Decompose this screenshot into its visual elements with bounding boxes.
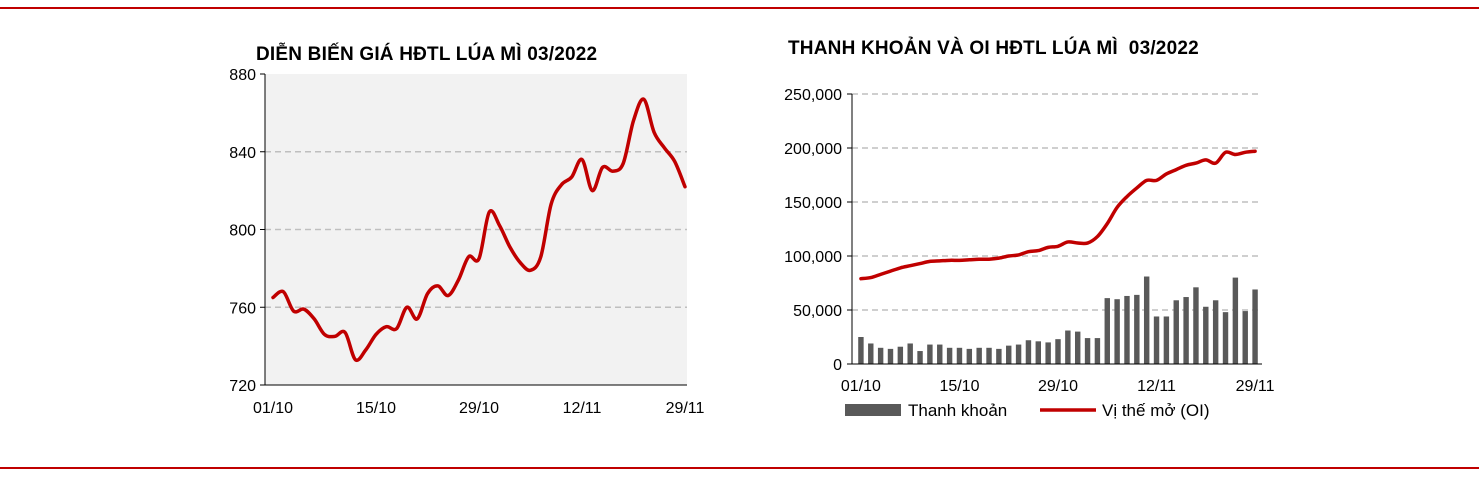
liquidity-bar xyxy=(927,344,933,364)
liquidity-bar xyxy=(858,337,864,364)
price-series-line xyxy=(271,97,687,363)
liquidity-chart-title: THANH KHOẢN VÀ OI HĐTL LÚA MÌ 03/2022 xyxy=(788,38,1199,59)
y-tick-label: 880 xyxy=(229,67,256,84)
liquidity-bar xyxy=(1104,298,1110,364)
liquidity-bar xyxy=(1025,340,1032,364)
x-tick-label: 15/10 xyxy=(939,378,979,395)
x-tick-label: 15/10 xyxy=(356,400,396,417)
x-tick-label: 12/11 xyxy=(1137,378,1176,395)
oi-series-line xyxy=(859,149,1257,281)
legend-swatch-liquidity xyxy=(845,404,901,416)
legend-label-liquidity: Thanh khoản xyxy=(908,401,1007,420)
y-tick-label: 720 xyxy=(229,378,256,395)
top-rule xyxy=(0,7,1479,9)
liquidity-bar xyxy=(1193,287,1199,364)
x-tick-label: 12/11 xyxy=(563,400,602,417)
x-tick-label: 01/10 xyxy=(841,378,881,395)
liquidity-bar xyxy=(966,348,973,364)
bottom-rule xyxy=(0,467,1479,469)
liquidity-bar xyxy=(1242,311,1248,364)
x-tick-label: 29/10 xyxy=(1038,378,1078,395)
y-tick-label: 840 xyxy=(229,145,256,162)
x-tick-label: 29/10 xyxy=(459,400,499,417)
liquidity-bar xyxy=(1183,297,1189,364)
price-chart: 720 760 800 840 880 01/10 15/10 29/10 12/11 29/11 xyxy=(229,67,705,417)
liquidity-bar xyxy=(1065,330,1071,364)
x-tick-label: 29/11 xyxy=(666,400,705,417)
liquidity-bar xyxy=(1134,294,1140,364)
liquidity-bar xyxy=(887,348,894,364)
liquidity-bar xyxy=(868,343,874,364)
liquidity-bar xyxy=(1114,299,1120,364)
liquidity-bar xyxy=(946,347,953,364)
legend-label-oi: Vị thế mở (OI) xyxy=(1102,401,1210,420)
liquidity-bar xyxy=(1163,316,1170,364)
legend: Thanh khoản Vị thế mở (OI) xyxy=(845,401,1210,420)
liquidity-bar xyxy=(1006,345,1012,364)
liquidity-bar xyxy=(1232,277,1239,364)
liquidity-oi-chart: 0 50,000 100,000 150,000 200,000 250,000 01/10… xyxy=(784,87,1275,420)
liquidity-bar xyxy=(1094,338,1101,364)
x-tick-label: 01/10 xyxy=(253,400,293,417)
liquidity-bar xyxy=(996,348,1002,364)
liquidity-bar xyxy=(897,346,904,364)
y-tick-label: 50,000 xyxy=(793,303,842,320)
liquidity-bar xyxy=(1055,339,1061,364)
liquidity-bar xyxy=(1084,338,1091,364)
liquidity-bar xyxy=(1074,331,1081,364)
liquidity-bar xyxy=(1212,300,1219,364)
liquidity-bar xyxy=(1035,341,1042,364)
liquidity-bar xyxy=(877,347,884,364)
liquidity-bar xyxy=(986,347,992,364)
liquidity-bar xyxy=(1045,342,1051,364)
liquidity-bar xyxy=(1252,289,1258,364)
price-chart-title: DIỄN BIẾN GIÁ HĐTL LÚA MÌ 03/2022 xyxy=(256,44,598,65)
y-tick-label: 150,000 xyxy=(784,195,842,212)
liquidity-bar xyxy=(1143,276,1150,364)
liquidity-bar xyxy=(1124,295,1130,364)
y-tick-label: 250,000 xyxy=(784,87,842,104)
y-tick-label: 200,000 xyxy=(784,141,842,158)
x-tick-label: 29/11 xyxy=(1236,378,1275,395)
liquidity-bar xyxy=(907,343,913,364)
liquidity-bar xyxy=(1173,300,1179,364)
liquidity-bar xyxy=(917,351,923,364)
liquidity-bar xyxy=(1203,306,1209,364)
liquidity-bar xyxy=(937,344,943,364)
liquidity-bar xyxy=(1015,344,1022,364)
y-tick-label: 800 xyxy=(229,223,256,240)
liquidity-bar xyxy=(976,347,982,364)
liquidity-bar xyxy=(1222,312,1229,364)
liquidity-bar xyxy=(956,347,963,364)
liquidity-bar xyxy=(1153,316,1160,364)
y-tick-label: 0 xyxy=(833,357,842,374)
y-tick-label: 100,000 xyxy=(784,249,842,266)
y-tick-label: 760 xyxy=(229,300,256,317)
